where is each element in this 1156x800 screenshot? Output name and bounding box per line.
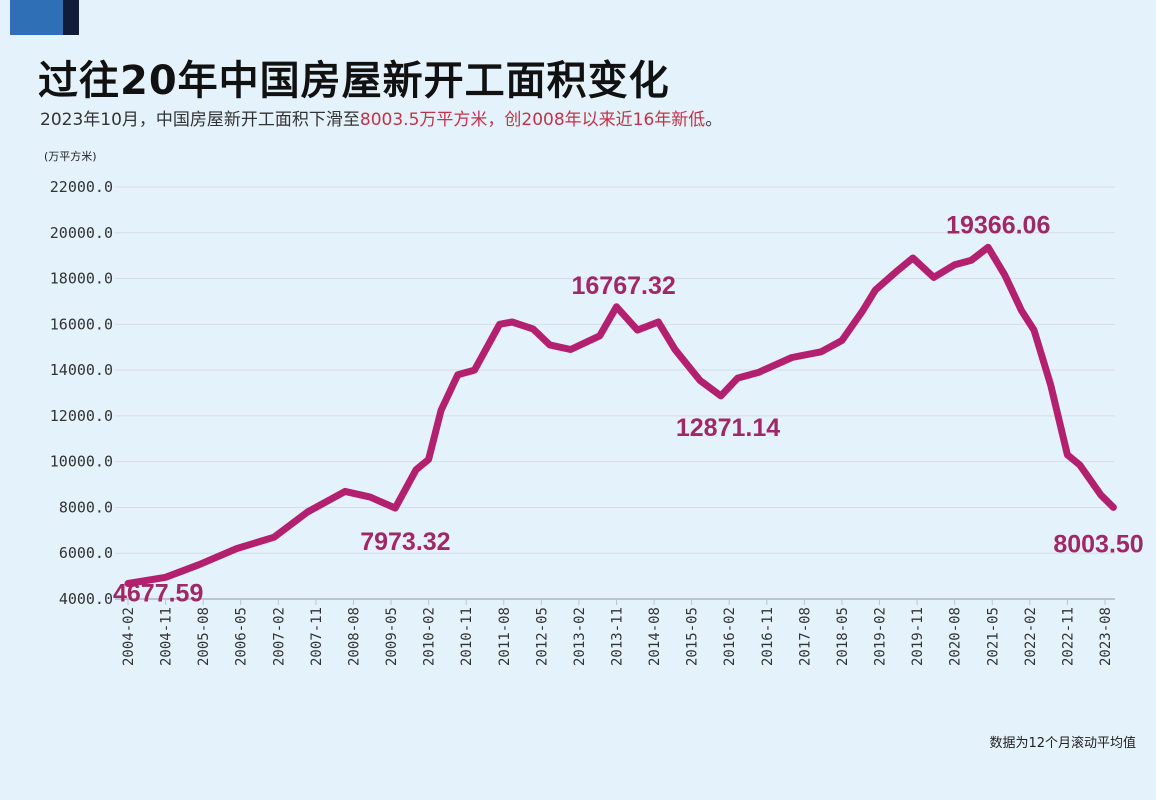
y-axis-unit: (万平方米) bbox=[44, 150, 97, 163]
decor-block-navy bbox=[63, 0, 79, 35]
data-label: 4677.59 bbox=[113, 579, 203, 607]
footnote: 数据为12个月滚动平均值 bbox=[989, 736, 1136, 751]
x-tick-label: 2017-08 bbox=[797, 607, 813, 666]
x-tick-label: 2018-05 bbox=[835, 607, 851, 666]
x-tick-label: 2019-02 bbox=[873, 607, 889, 666]
y-tick-label: 14000.0 bbox=[50, 361, 113, 379]
y-tick-label: 20000.0 bbox=[50, 224, 113, 242]
x-tick-label: 2004-02 bbox=[121, 607, 137, 666]
x-tick-label: 2009-05 bbox=[384, 607, 400, 666]
x-tick-label: 2023-08 bbox=[1098, 607, 1114, 666]
x-tick-label: 2006-05 bbox=[234, 607, 250, 666]
x-tick-label: 2012-05 bbox=[534, 607, 550, 666]
y-tick-label: 16000.0 bbox=[50, 315, 113, 333]
y-tick-label: 8000.0 bbox=[59, 498, 113, 516]
x-tick-label: 2013-02 bbox=[572, 607, 588, 666]
x-tick-label: 2020-08 bbox=[948, 607, 964, 666]
data-label: 12871.14 bbox=[676, 414, 780, 442]
subtitle-suffix: 。 bbox=[705, 110, 723, 130]
x-tick-label: 2007-11 bbox=[309, 607, 325, 666]
x-tick-label: 2004-11 bbox=[159, 607, 175, 666]
subtitle-highlight: 8003.5万平方米，创2008年以来近16年新低 bbox=[359, 110, 706, 130]
data-label: 7973.32 bbox=[360, 528, 450, 556]
data-label: 8003.50 bbox=[1053, 530, 1143, 558]
x-tick-label: 2022-02 bbox=[1023, 607, 1039, 666]
chart-title: 过往20年中国房屋新开工面积变化 bbox=[38, 58, 670, 104]
x-tick-label: 2021-05 bbox=[985, 607, 1001, 666]
y-tick-label: 18000.0 bbox=[50, 270, 113, 288]
y-tick-label: 6000.0 bbox=[59, 544, 113, 562]
y-tick-label: 4000.0 bbox=[59, 590, 113, 608]
x-tick-label: 2015-05 bbox=[685, 607, 701, 666]
x-tick-label: 2016-02 bbox=[722, 607, 738, 666]
decor-block-blue bbox=[10, 0, 63, 35]
x-tick-label: 2013-11 bbox=[610, 607, 626, 666]
x-tick-label: 2010-11 bbox=[459, 607, 475, 666]
x-tick-label: 2011-08 bbox=[497, 607, 513, 666]
x-tick-label: 2016-11 bbox=[760, 607, 776, 666]
data-label: 19366.06 bbox=[946, 211, 1050, 239]
y-tick-label: 12000.0 bbox=[50, 407, 113, 425]
x-tick-label: 2010-02 bbox=[422, 607, 438, 666]
data-label: 16767.32 bbox=[572, 272, 676, 300]
x-tick-label: 2022-11 bbox=[1060, 607, 1076, 666]
x-tick-label: 2008-08 bbox=[346, 607, 362, 666]
y-tick-label: 22000.0 bbox=[50, 178, 113, 196]
chart-subtitle: 2023年10月，中国房屋新开工面积下滑至8003.5万平方米，创2008年以来… bbox=[40, 105, 722, 130]
y-tick-label: 10000.0 bbox=[50, 453, 113, 471]
subtitle-prefix: 2023年10月，中国房屋新开工面积下滑至 bbox=[40, 110, 360, 130]
x-tick-label: 2019-11 bbox=[910, 607, 926, 666]
x-tick-label: 2014-08 bbox=[647, 607, 663, 666]
x-tick-label: 2007-02 bbox=[271, 607, 287, 666]
x-tick-label: 2005-08 bbox=[196, 607, 212, 666]
